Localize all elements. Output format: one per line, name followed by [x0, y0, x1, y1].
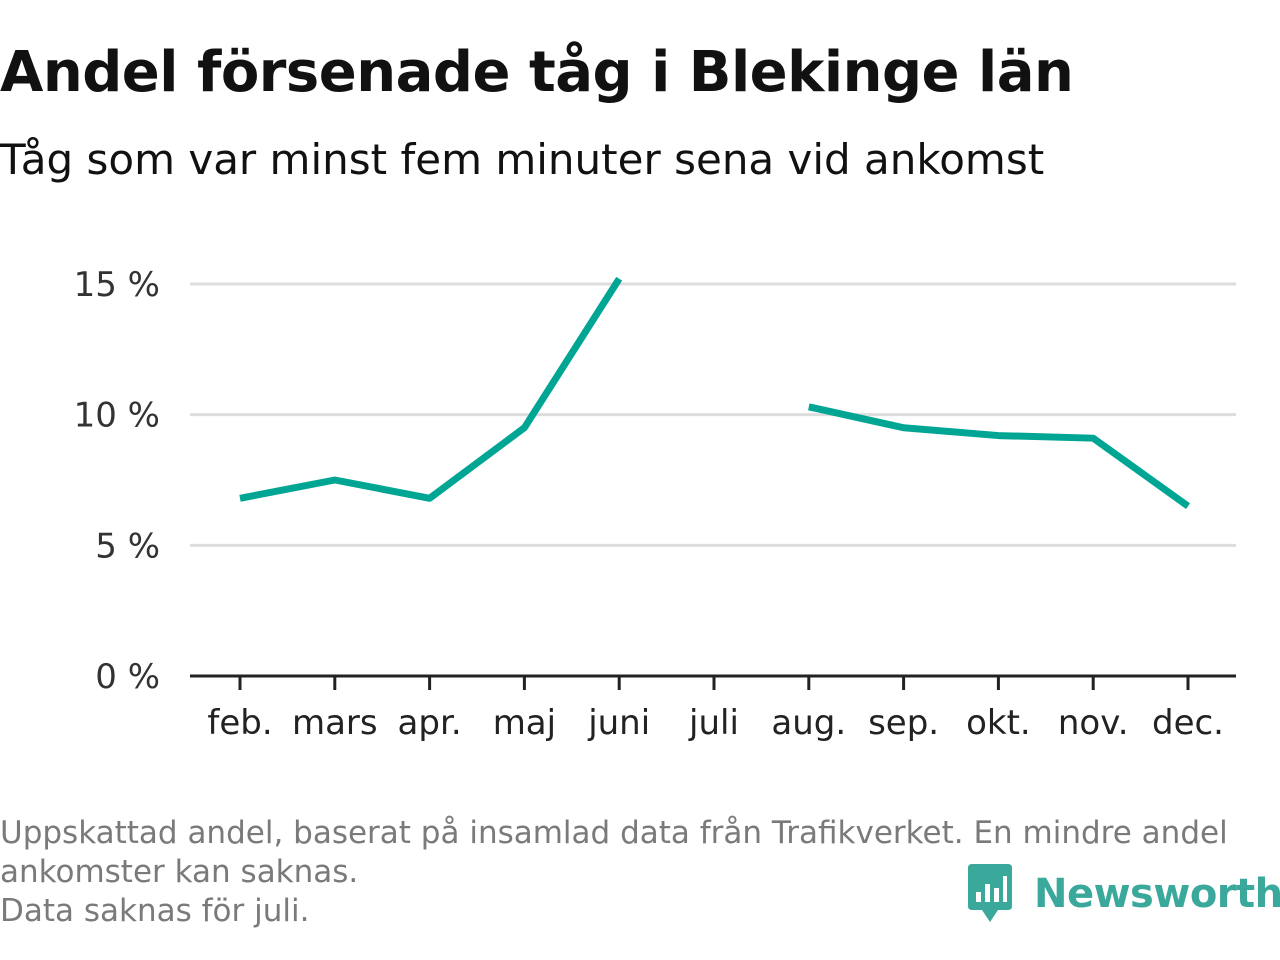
- y-tick-label: 10 %: [74, 396, 160, 436]
- y-axis-ticks: 0 % 5 % 10 % 15 %: [74, 265, 160, 697]
- brand-logo: Newsworthy: [964, 862, 1280, 926]
- x-tick-label: maj: [493, 703, 556, 743]
- footnote-line: Uppskattad andel, baserat på insamlad da…: [0, 815, 1228, 851]
- x-axis-ticks: feb. mars apr. maj juni juli aug. sep. okt. nov. d…: [207, 676, 1224, 743]
- x-tick-label: apr.: [398, 703, 462, 743]
- footnote-line: Data saknas för juli.: [0, 893, 310, 929]
- series-line: [239, 276, 623, 502]
- y-tick-label: 0 %: [95, 657, 160, 697]
- x-tick-label: juli: [688, 703, 739, 743]
- x-tick-label: mars: [292, 703, 378, 743]
- x-tick-label: nov.: [1058, 703, 1129, 743]
- x-tick-label: okt.: [966, 703, 1031, 743]
- series-line: [808, 403, 1191, 509]
- x-tick-label: aug.: [771, 703, 846, 743]
- chart-subtitle: Tåg som var minst fem minuter sena vid a…: [0, 135, 1045, 184]
- y-tick-label: 5 %: [95, 526, 160, 566]
- chart-title: Andel försenade tåg i Blekinge län: [0, 40, 1074, 105]
- x-tick-label: dec.: [1152, 703, 1224, 743]
- x-tick-label: feb.: [207, 703, 272, 743]
- footnote: Uppskattad andel, baserat på insamlad da…: [0, 814, 1270, 931]
- y-tick-label: 15 %: [74, 265, 160, 305]
- brand-name: Newsworthy: [1034, 871, 1280, 917]
- series-lines: [239, 276, 1191, 509]
- x-tick-label: juni: [587, 703, 650, 743]
- grid-lines: [190, 282, 1236, 547]
- footnote-line: ankomster kan saknas.: [0, 854, 359, 890]
- newsworthy-logo-icon: [968, 864, 1012, 922]
- x-tick-label: sep.: [868, 703, 939, 743]
